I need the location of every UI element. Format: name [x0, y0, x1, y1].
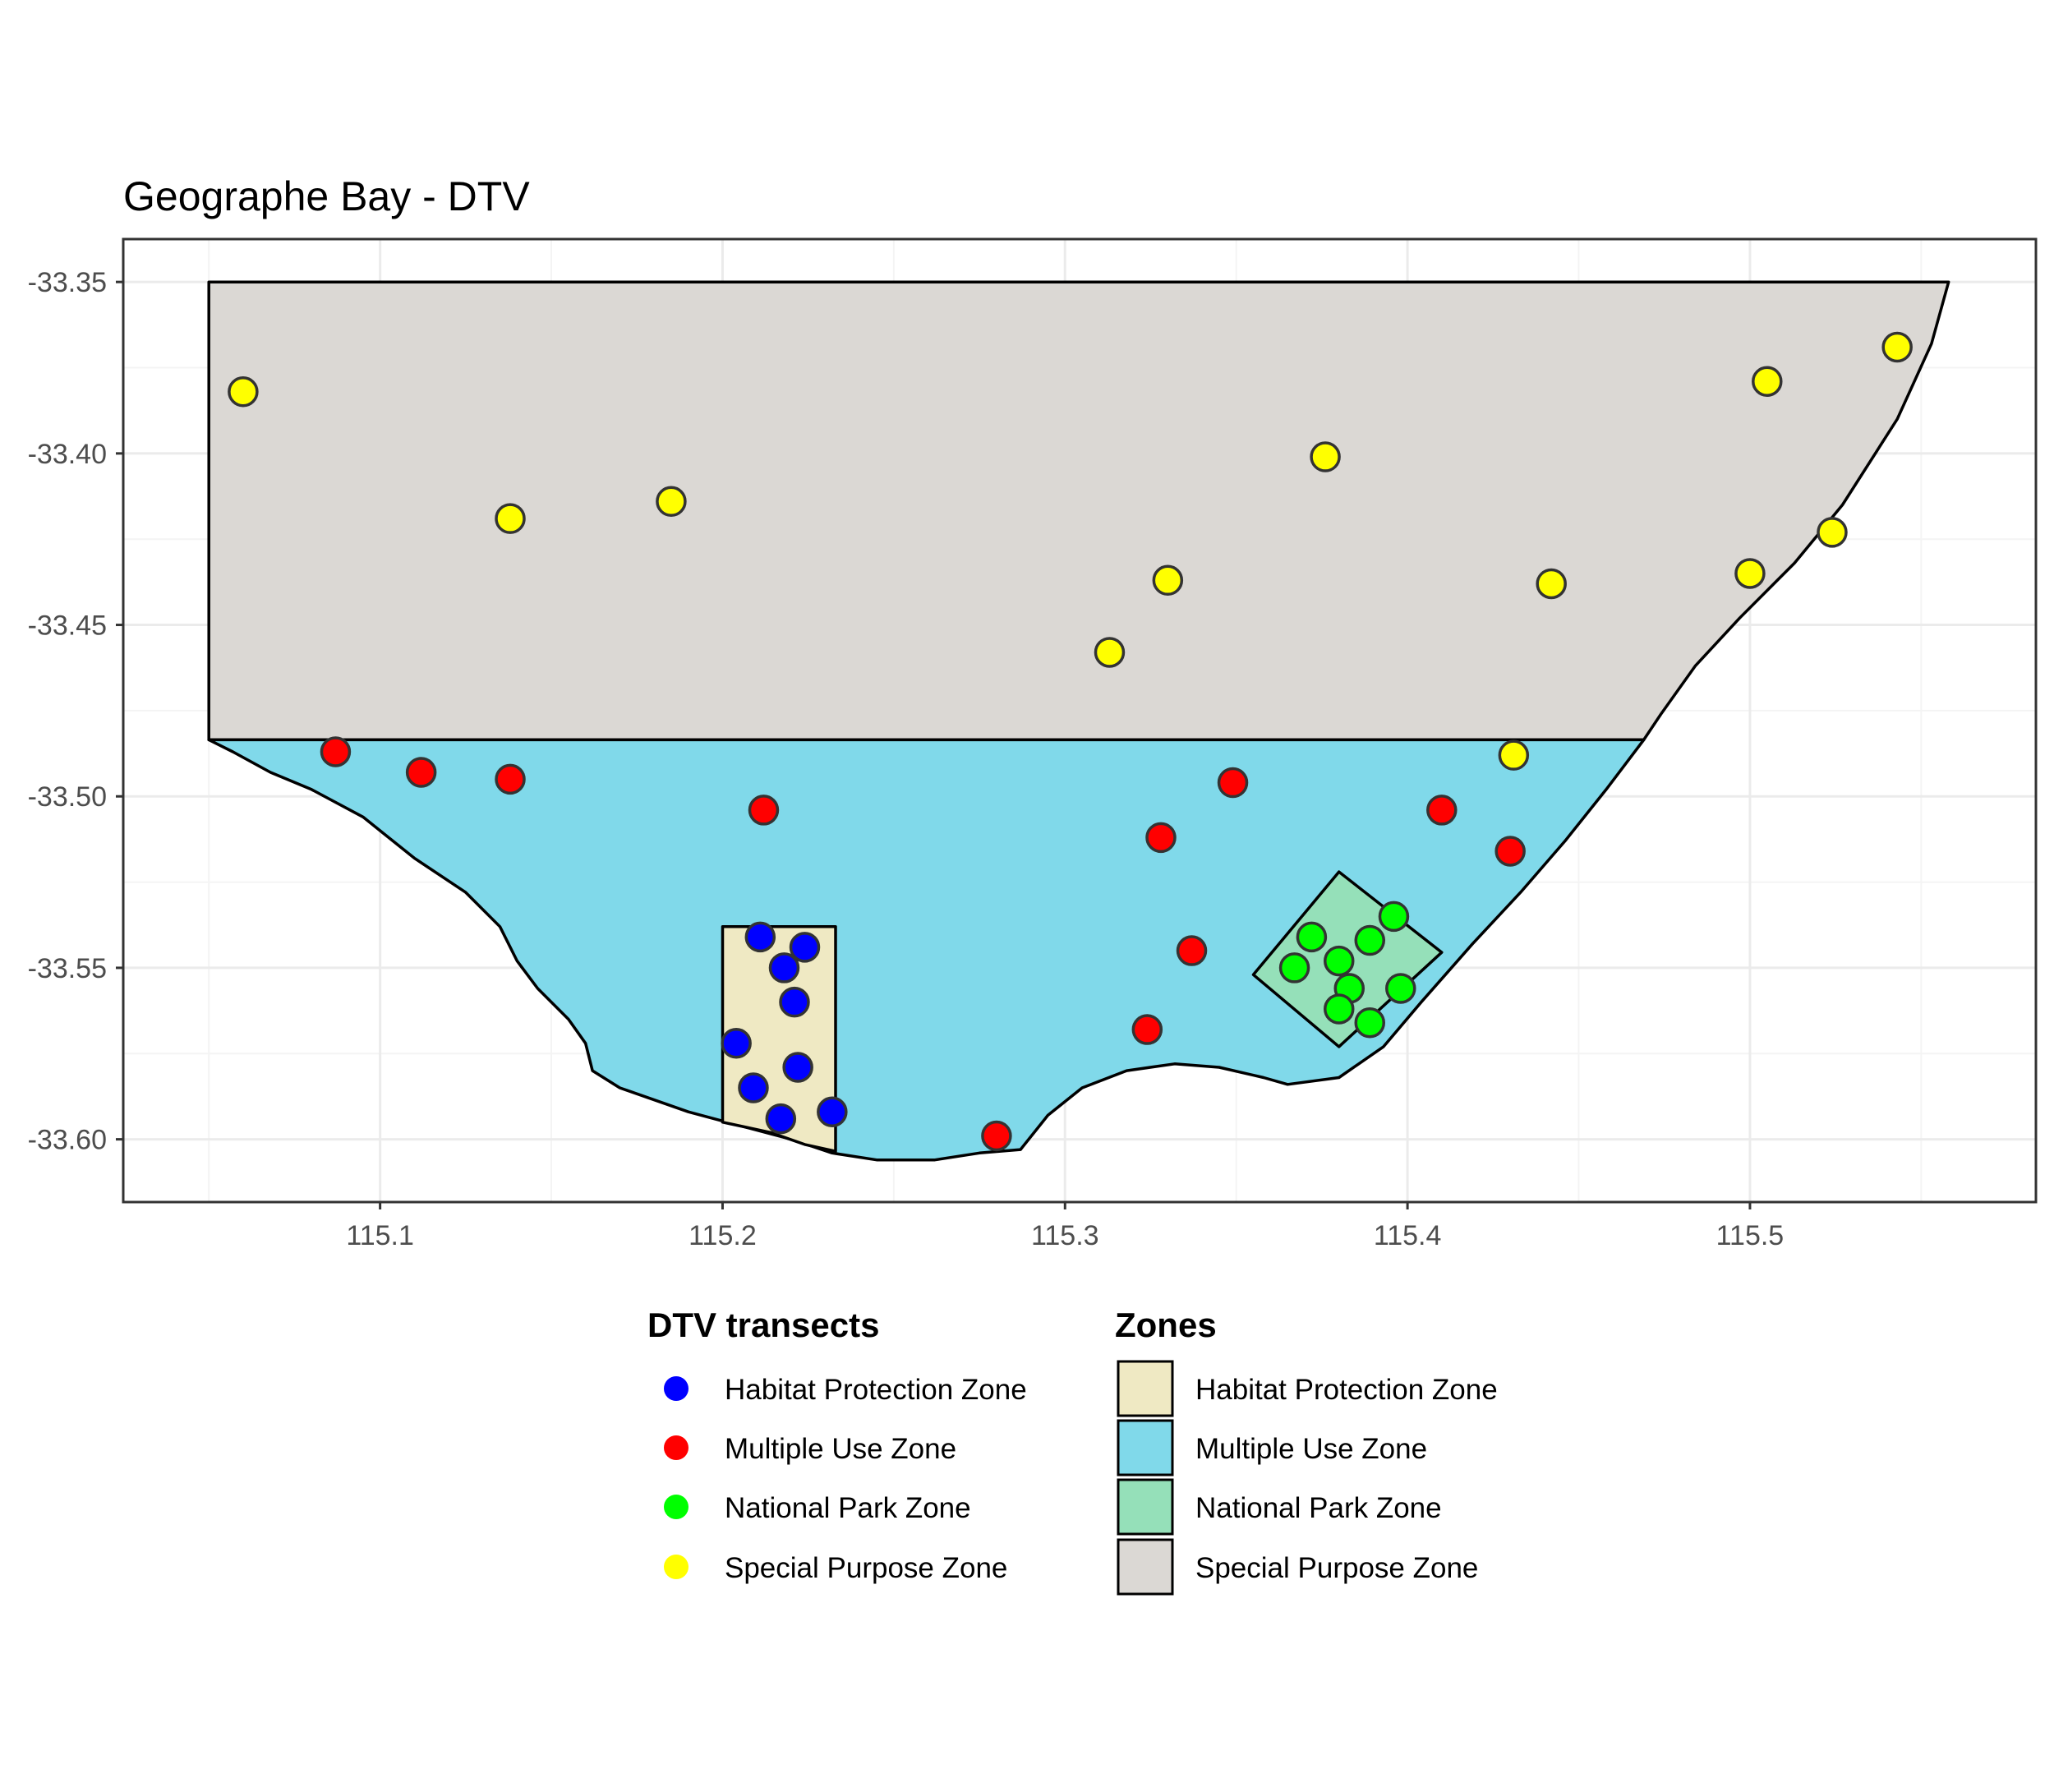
transect-point-national-park-zone [1278, 952, 1310, 984]
zone-special-purpose-zone [207, 280, 1950, 742]
legend-zones: Zones Habitat Protection Zone Multiple U… [1115, 1306, 1498, 1596]
y-tick-label: -33.60 [28, 1125, 107, 1156]
x-axis: 115.1 115.2 115.3 115.4 115.5 [346, 1202, 1784, 1251]
transect-point-multiple-use-zone [1426, 795, 1458, 826]
transect-point-multiple-use-zone [495, 763, 526, 795]
legend-transect-label-national-park: National Park Zone [725, 1492, 971, 1524]
transect-point-national-park-zone [1323, 993, 1355, 1025]
transect-point-special-purpose-zone [1752, 366, 1783, 397]
zones-layer [207, 280, 1950, 1162]
y-tick-label: -33.40 [28, 439, 107, 470]
legend-transects-title: DTV transects [647, 1306, 879, 1344]
transect-point-habitat-protection-zone [782, 1052, 813, 1083]
plot-panel [122, 237, 2038, 1204]
y-tick-label: -33.55 [28, 953, 107, 984]
transect-point-special-purpose-zone [1498, 739, 1530, 771]
transect-point-multiple-use-zone [1131, 1014, 1163, 1045]
panel-border [122, 237, 2038, 1204]
transect-point-habitat-protection-zone [721, 1028, 752, 1059]
legend-zone-label-habitat-protection: Habitat Protection Zone [1195, 1374, 1498, 1406]
transect-point-special-purpose-zone [495, 503, 526, 534]
transect-point-multiple-use-zone [981, 1120, 1012, 1152]
x-tick-label: 115.1 [346, 1220, 414, 1251]
transect-point-habitat-protection-zone [765, 1103, 797, 1135]
transect-point-special-purpose-zone [1536, 568, 1567, 600]
transect-point-special-purpose-zone [1094, 637, 1126, 668]
legend-zone-label-special-purpose: Special Purpose Zone [1195, 1552, 1478, 1584]
x-tick-label: 115.2 [689, 1220, 757, 1251]
zone-multiple-use-zone [207, 738, 1646, 1162]
y-tick-label: -33.45 [28, 610, 107, 642]
transect-point-multiple-use-zone [1176, 935, 1208, 966]
legend-dtv-transects: DTV transects Habitat Protection Zone Mu… [647, 1306, 1027, 1584]
transect-point-habitat-protection-zone [789, 932, 821, 963]
legend-key-habitat-protection-zone [1117, 1360, 1174, 1417]
transect-point-habitat-protection-zone [817, 1096, 848, 1127]
transect-point-national-park-zone [1323, 945, 1355, 977]
transect-point-special-purpose-zone [1152, 564, 1184, 597]
transect-point-multiple-use-zone [320, 736, 352, 767]
x-tick-label: 115.5 [1716, 1220, 1785, 1251]
transect-point-national-park-zone [1354, 1007, 1386, 1039]
x-tick-label: 115.3 [1031, 1220, 1099, 1251]
transect-point-special-purpose-zone [1817, 517, 1848, 548]
legend-key-special-purpose-zone [1117, 1538, 1174, 1596]
transect-point-habitat-protection-zone [744, 921, 776, 953]
legend-transect-label-multiple-use: Multiple Use Zone [725, 1433, 956, 1465]
x-tick-label: 115.4 [1374, 1220, 1442, 1251]
transect-point-habitat-protection-zone [779, 986, 810, 1018]
y-axis: -33.35 -33.40 -33.45 -33.50 -33.55 -33.60 [28, 267, 123, 1156]
legend-zone-label-national-park: National Park Zone [1195, 1492, 1442, 1524]
transect-point-national-park-zone [1385, 973, 1416, 1004]
legend-key-national-park-zone [1117, 1478, 1174, 1536]
transect-point-multiple-use-zone [1217, 767, 1249, 799]
legend-key-multiple-use-point [664, 1435, 689, 1460]
y-tick-label: -33.35 [28, 267, 107, 298]
chart-title: Geographe Bay - DTV [123, 173, 530, 219]
legend-key-national-park-point [664, 1495, 689, 1519]
legend-key-habitat-protection-point [664, 1376, 689, 1401]
transect-point-multiple-use-zone [405, 757, 437, 788]
transect-point-multiple-use-zone [748, 795, 780, 826]
y-tick-label: -33.50 [28, 781, 107, 813]
transect-point-national-park-zone [1378, 901, 1410, 933]
transect-point-special-purpose-zone [1310, 441, 1341, 472]
transect-point-special-purpose-zone [1734, 558, 1766, 589]
transect-point-multiple-use-zone [1145, 822, 1177, 854]
transect-point-special-purpose-zone [656, 486, 687, 518]
legend-key-special-purpose-point [664, 1555, 689, 1579]
transect-point-special-purpose-zone [228, 375, 259, 408]
transect-point-national-park-zone [1354, 924, 1386, 956]
transect-point-multiple-use-zone [1494, 836, 1526, 867]
transect-point-special-purpose-zone [1881, 331, 1913, 363]
transect-point-habitat-protection-zone [738, 1072, 769, 1103]
legend-key-multiple-use-zone [1117, 1419, 1174, 1476]
transect-points-layer [228, 331, 1913, 1152]
transect-point-national-park-zone [1296, 921, 1328, 953]
transect-point-habitat-protection-zone [768, 952, 800, 984]
legend-transect-label-special-purpose: Special Purpose Zone [725, 1552, 1007, 1584]
legend-zones-title: Zones [1115, 1306, 1217, 1344]
legend-transect-label-habitat-protection: Habitat Protection Zone [725, 1374, 1027, 1406]
legend-zone-label-multiple-use: Multiple Use Zone [1195, 1433, 1427, 1465]
